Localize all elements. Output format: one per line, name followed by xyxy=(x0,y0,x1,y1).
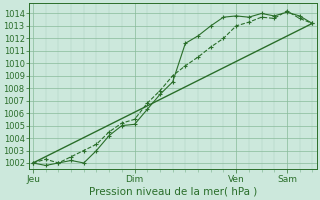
X-axis label: Pression niveau de la mer( hPa ): Pression niveau de la mer( hPa ) xyxy=(89,187,257,197)
